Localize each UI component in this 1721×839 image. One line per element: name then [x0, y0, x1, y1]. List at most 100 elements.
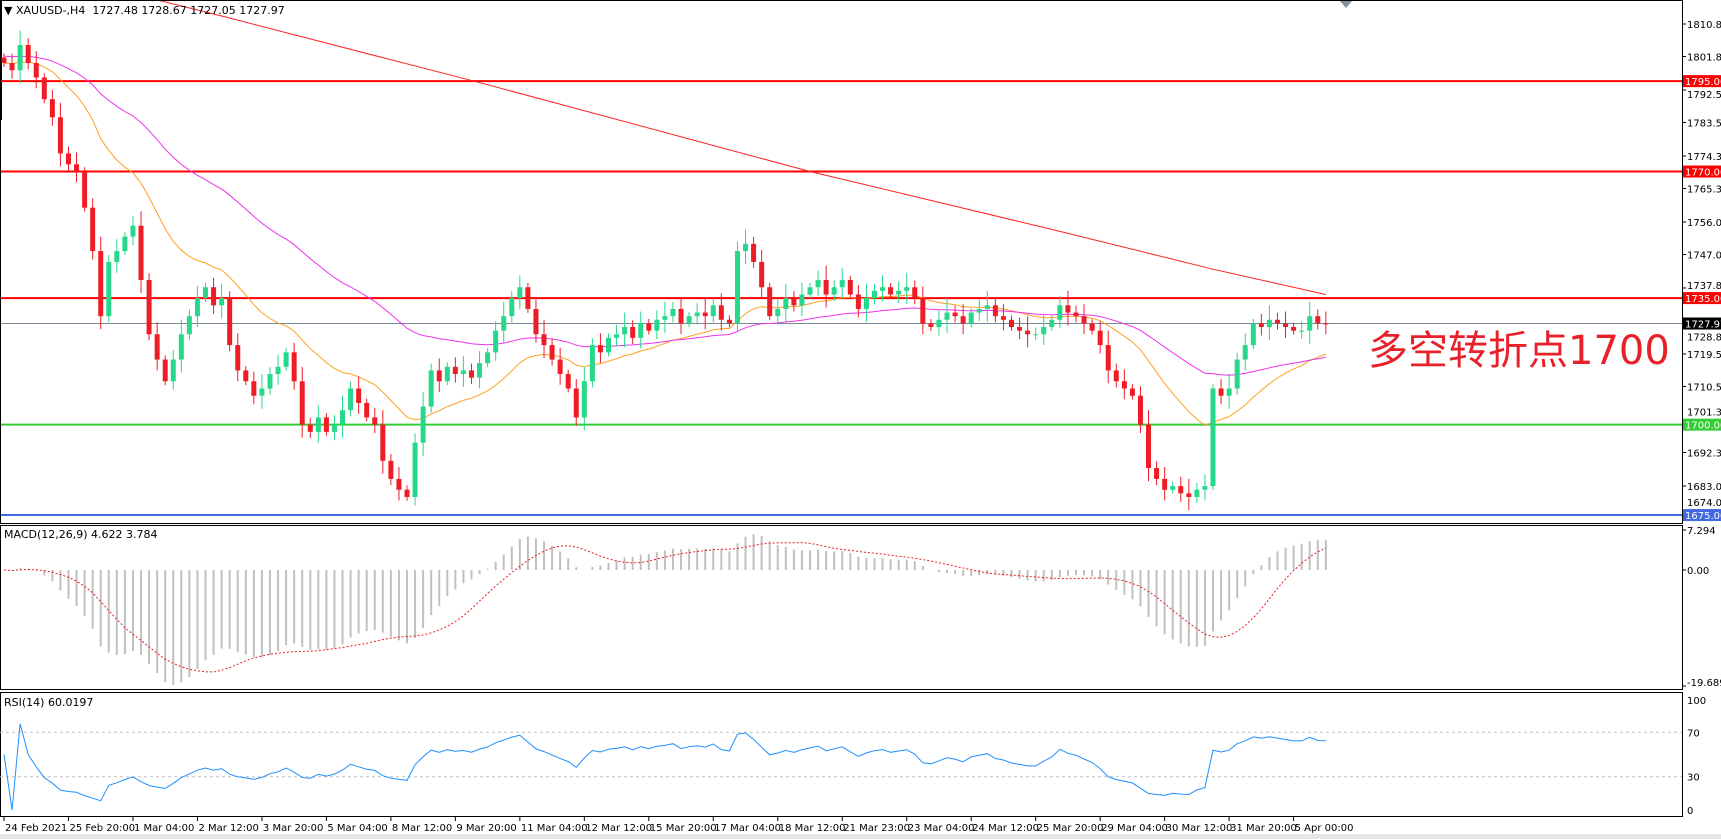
candle	[170, 350, 176, 390]
candle	[1234, 352, 1240, 395]
candle-body	[992, 305, 998, 317]
candle-body	[33, 63, 39, 78]
macd-tick-label: 7.294	[1687, 526, 1716, 537]
candle	[299, 366, 305, 438]
candle-body	[1266, 319, 1272, 328]
candle	[203, 282, 208, 302]
candle	[565, 369, 571, 393]
candle-body	[1129, 388, 1135, 396]
candle	[606, 333, 611, 357]
candle	[775, 299, 781, 325]
candle	[1274, 312, 1280, 330]
candle-body	[122, 236, 128, 252]
time-tick-label: 3 Mar 20:00	[263, 823, 323, 834]
time-tick-label: 29 Mar 04:00	[1101, 823, 1168, 834]
candle	[1307, 301, 1313, 344]
candle	[686, 311, 692, 328]
candle-body	[670, 308, 676, 317]
candle	[992, 298, 998, 323]
time-tick-label: 18 Mar 12:00	[779, 823, 846, 834]
candle-body	[1033, 334, 1039, 336]
candle-body	[396, 478, 402, 490]
candle	[460, 355, 466, 388]
candle	[1202, 474, 1208, 501]
candle	[1291, 322, 1297, 335]
candle	[581, 366, 587, 431]
price-tick-label: 1792.55	[1687, 90, 1721, 101]
candle-body	[243, 370, 249, 382]
candle-body	[364, 402, 370, 418]
candle-body	[259, 388, 265, 396]
time-tick-label: 12 Mar 12:00	[585, 823, 652, 834]
candle	[57, 102, 63, 167]
rsi-tick-label: 100	[1687, 696, 1706, 707]
candle	[477, 351, 483, 389]
candle-body	[968, 312, 974, 324]
candle-body	[1081, 316, 1087, 324]
candle	[525, 282, 531, 313]
time-tick-label: 17 Mar 04:00	[714, 823, 781, 834]
price-tick-label: 1737.80	[1687, 281, 1721, 292]
candle-body	[41, 77, 47, 100]
candle-body	[823, 280, 829, 295]
candle	[1025, 316, 1031, 348]
candle-body	[702, 312, 708, 317]
candle-body	[170, 359, 176, 382]
candle	[767, 282, 773, 321]
dropdown-triangle-icon[interactable]: ▼	[4, 4, 13, 17]
current-price-tag	[1683, 317, 1721, 330]
candle	[541, 319, 547, 359]
time-tick-label: 21 Mar 23:00	[843, 823, 910, 834]
rsi-tick-label: 30	[1687, 773, 1700, 784]
candle-body	[1025, 330, 1031, 335]
candle-body	[420, 406, 426, 443]
candle-body	[146, 280, 152, 335]
candle-body	[686, 316, 692, 324]
candle-body	[654, 319, 660, 331]
candle-body	[630, 327, 636, 338]
candle	[493, 321, 499, 361]
candle-body	[896, 290, 902, 295]
candle-body	[1105, 345, 1111, 371]
time-tick-label: 24 Mar 12:00	[972, 823, 1039, 834]
candle	[501, 301, 507, 344]
candle	[1073, 305, 1079, 323]
candle-body	[928, 323, 934, 328]
candle-body	[678, 308, 684, 324]
candle	[920, 286, 926, 335]
candle	[759, 250, 765, 298]
candle	[823, 265, 829, 308]
candle	[1242, 333, 1248, 371]
candle-body	[880, 287, 886, 291]
candle	[791, 291, 797, 312]
candle-body	[1073, 312, 1079, 317]
candle	[960, 304, 966, 335]
candle-body	[791, 298, 797, 306]
candle	[888, 282, 894, 299]
candle	[1089, 319, 1095, 335]
candle-body	[138, 225, 144, 281]
status-strip	[0, 834, 1721, 839]
candle	[146, 273, 152, 341]
candle-body	[904, 287, 910, 291]
candle-body	[275, 366, 281, 375]
candle-body	[871, 290, 877, 299]
level-price-tag	[1683, 165, 1721, 178]
candle-body	[203, 287, 208, 299]
candle	[1226, 374, 1232, 409]
time-tick-label: 25 Feb 20:00	[69, 823, 135, 834]
candle	[283, 347, 289, 371]
candle-body	[130, 225, 136, 237]
candle	[178, 319, 184, 373]
candle-body	[1218, 388, 1224, 396]
candle-body	[428, 370, 434, 407]
candle-body	[976, 308, 982, 313]
candle-body	[936, 319, 942, 328]
candle	[1210, 384, 1216, 491]
candle-body	[888, 287, 894, 295]
candle	[573, 379, 579, 426]
candle	[1170, 481, 1176, 494]
candle	[1154, 461, 1160, 486]
candle	[984, 290, 990, 322]
